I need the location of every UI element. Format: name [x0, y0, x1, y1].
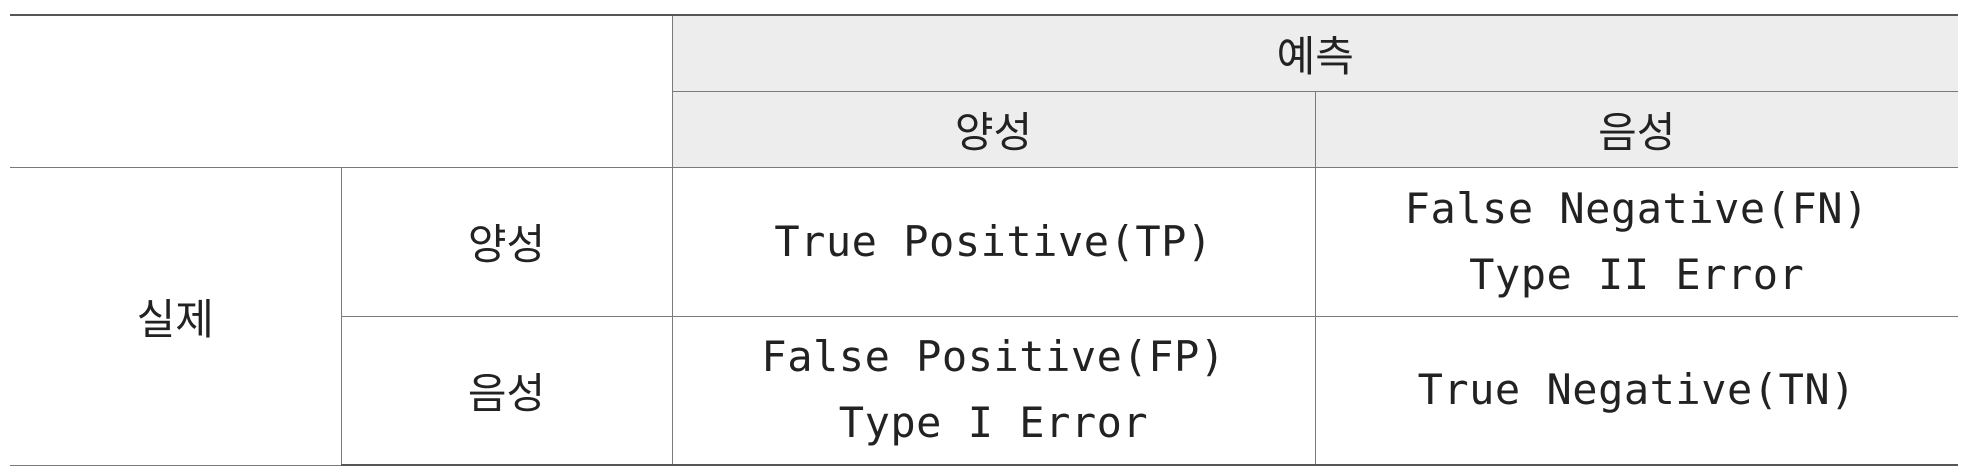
cell-text-line: Type II Error [1469, 249, 1805, 299]
actual-positive-label: 양성 [340, 167, 673, 317]
actual-negative-label: 음성 [341, 315, 673, 466]
cell-false-positive: False Positive(FP) Type I Error [671, 315, 1316, 466]
cell-text-line: Type I Error [838, 398, 1149, 448]
empty-corner-cell [10, 14, 673, 169]
cell-text-line: True Negative(TN) [1417, 365, 1856, 415]
table-row-actual-negative: 음성 False Positive(FP) Type I Error True … [10, 315, 1958, 466]
cell-true-positive: True Positive(TP) [671, 167, 1316, 317]
cell-text-line: True Positive(TP) [774, 216, 1213, 266]
cell-true-negative: True Negative(TN) [1314, 315, 1958, 466]
cell-false-negative: False Negative(FN) Type II Error [1314, 167, 1958, 317]
pred-positive-header: 양성 [672, 90, 1316, 169]
pred-negative-header: 음성 [1314, 90, 1958, 169]
cell-text-line: False Positive(FP) [761, 332, 1226, 382]
confusion-matrix-table: 예측 양성 음성 실제 양성 True Positive(TP) False N… [10, 13, 1958, 466]
header-row-prediction: 예측 [10, 13, 1958, 169]
cell-text-line: False Negative(FN) [1404, 183, 1869, 233]
table-row-actual-positive: 실제 양성 True Positive(TP) False Negative(F… [10, 167, 1958, 466]
prediction-header: 예측 [671, 13, 1958, 92]
actual-label: 실제 [10, 167, 342, 466]
header-row-classes: 양성 음성 [10, 90, 1958, 169]
